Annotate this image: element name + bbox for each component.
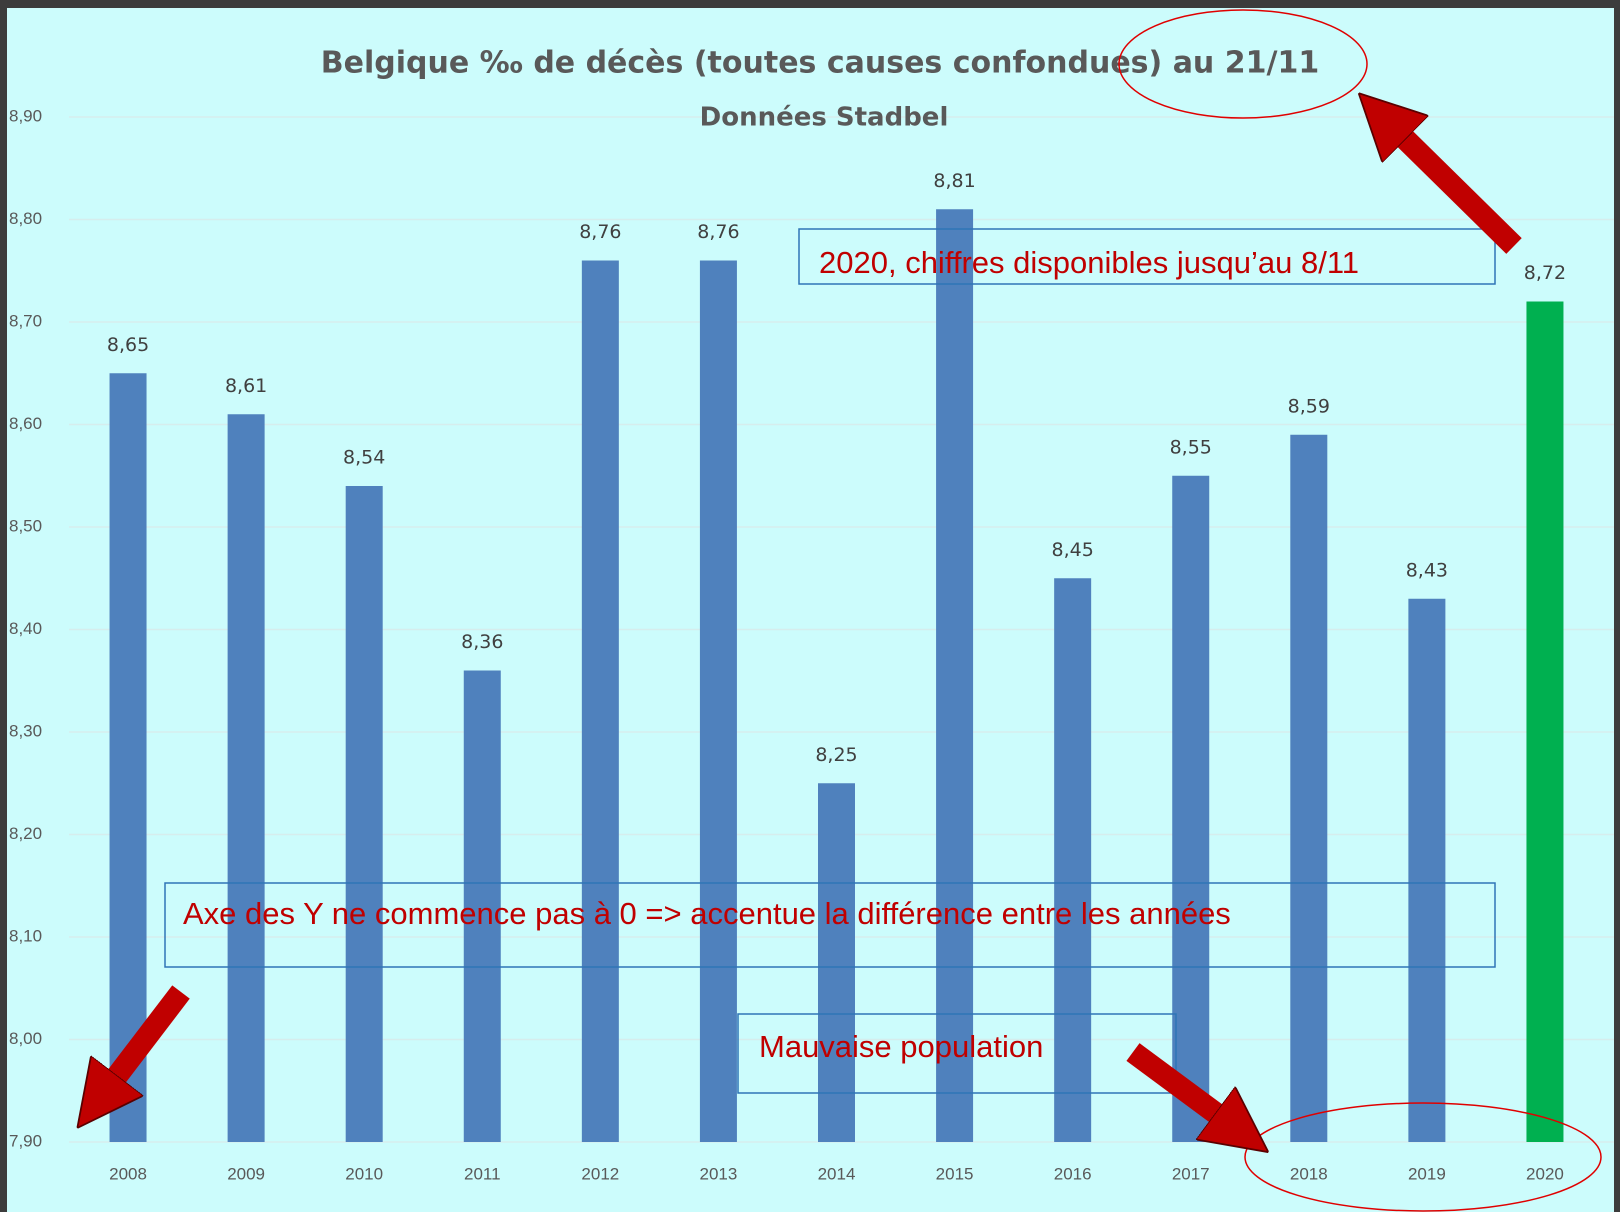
y-tick-label: 8,40 [9,619,42,638]
y-tick-label: 8,30 [9,721,42,740]
y-tick-label: 8,10 [9,926,42,945]
value-label: 8,45 [1051,539,1093,561]
value-label: 8,76 [579,221,621,243]
y-tick-label: 8,00 [9,1029,42,1048]
arrow [104,985,190,1093]
x-tick-label: 2011 [464,1164,501,1183]
x-tick-label: 2013 [700,1164,738,1183]
x-tick-label: 2014 [818,1164,856,1183]
x-tick-label: 2010 [345,1164,383,1183]
annotation: Axe des Y ne commence pas à 0 => accentu… [183,896,1231,931]
x-tick-label: 2019 [1408,1164,1446,1183]
y-tick-label: 8,90 [9,106,42,125]
bar [1408,598,1446,1142]
y-tick-label: 8,80 [9,209,42,228]
x-tick-label: 2020 [1526,1164,1564,1183]
bar [936,209,974,1142]
y-tick-label: 8,70 [9,311,42,330]
y-tick-label: 8,60 [9,414,42,433]
x-tick-label: 2012 [581,1164,619,1183]
annotation: 2020, chiffres disponibles jusqu’au 8/11 [819,245,1359,280]
value-label: 8,36 [461,631,503,653]
x-tick-label: 2018 [1290,1164,1328,1183]
value-label: 8,55 [1170,436,1212,458]
bar [1290,434,1328,1142]
bar [1054,578,1092,1142]
value-label: 8,72 [1524,262,1566,284]
annotation: Mauvaise population [759,1029,1043,1064]
bar [818,783,855,1142]
chart-subtitle: Données Stadbel [700,103,949,133]
plot-background [7,8,1614,1212]
highlight-ellipse [1118,9,1368,119]
value-label: 8,76 [697,221,739,243]
highlight-ellipse [1244,1102,1602,1212]
chart-title: Belgique ‰ de décès (toutes causes confo… [321,46,1319,81]
annotation-box [737,1013,1177,1094]
bar [581,260,619,1142]
bar [463,670,501,1142]
bar [1526,301,1564,1142]
bar [109,373,147,1142]
bar [1172,475,1210,1142]
arrow [1126,1043,1233,1126]
arrow [1390,124,1522,254]
value-label: 8,43 [1406,559,1448,581]
value-label: 8,81 [933,170,975,192]
value-label: 8,65 [107,334,149,356]
annotation-box [798,228,1496,285]
value-label: 8,25 [815,744,857,766]
bar [345,486,383,1142]
x-tick-label: 2015 [936,1164,974,1183]
bar [699,260,737,1142]
x-tick-label: 2008 [109,1164,147,1183]
y-tick-label: 8,20 [9,824,42,843]
bar [227,414,265,1142]
y-tick-label: 8,50 [9,516,42,535]
y-tick-label: 7,90 [9,1131,42,1150]
x-tick-label: 2017 [1172,1164,1210,1183]
annotation-box [164,882,1496,968]
value-label: 8,54 [343,447,385,469]
value-label: 8,61 [225,375,267,397]
value-label: 8,59 [1288,395,1330,417]
x-tick-label: 2009 [227,1164,265,1183]
x-tick-label: 2016 [1054,1164,1092,1183]
